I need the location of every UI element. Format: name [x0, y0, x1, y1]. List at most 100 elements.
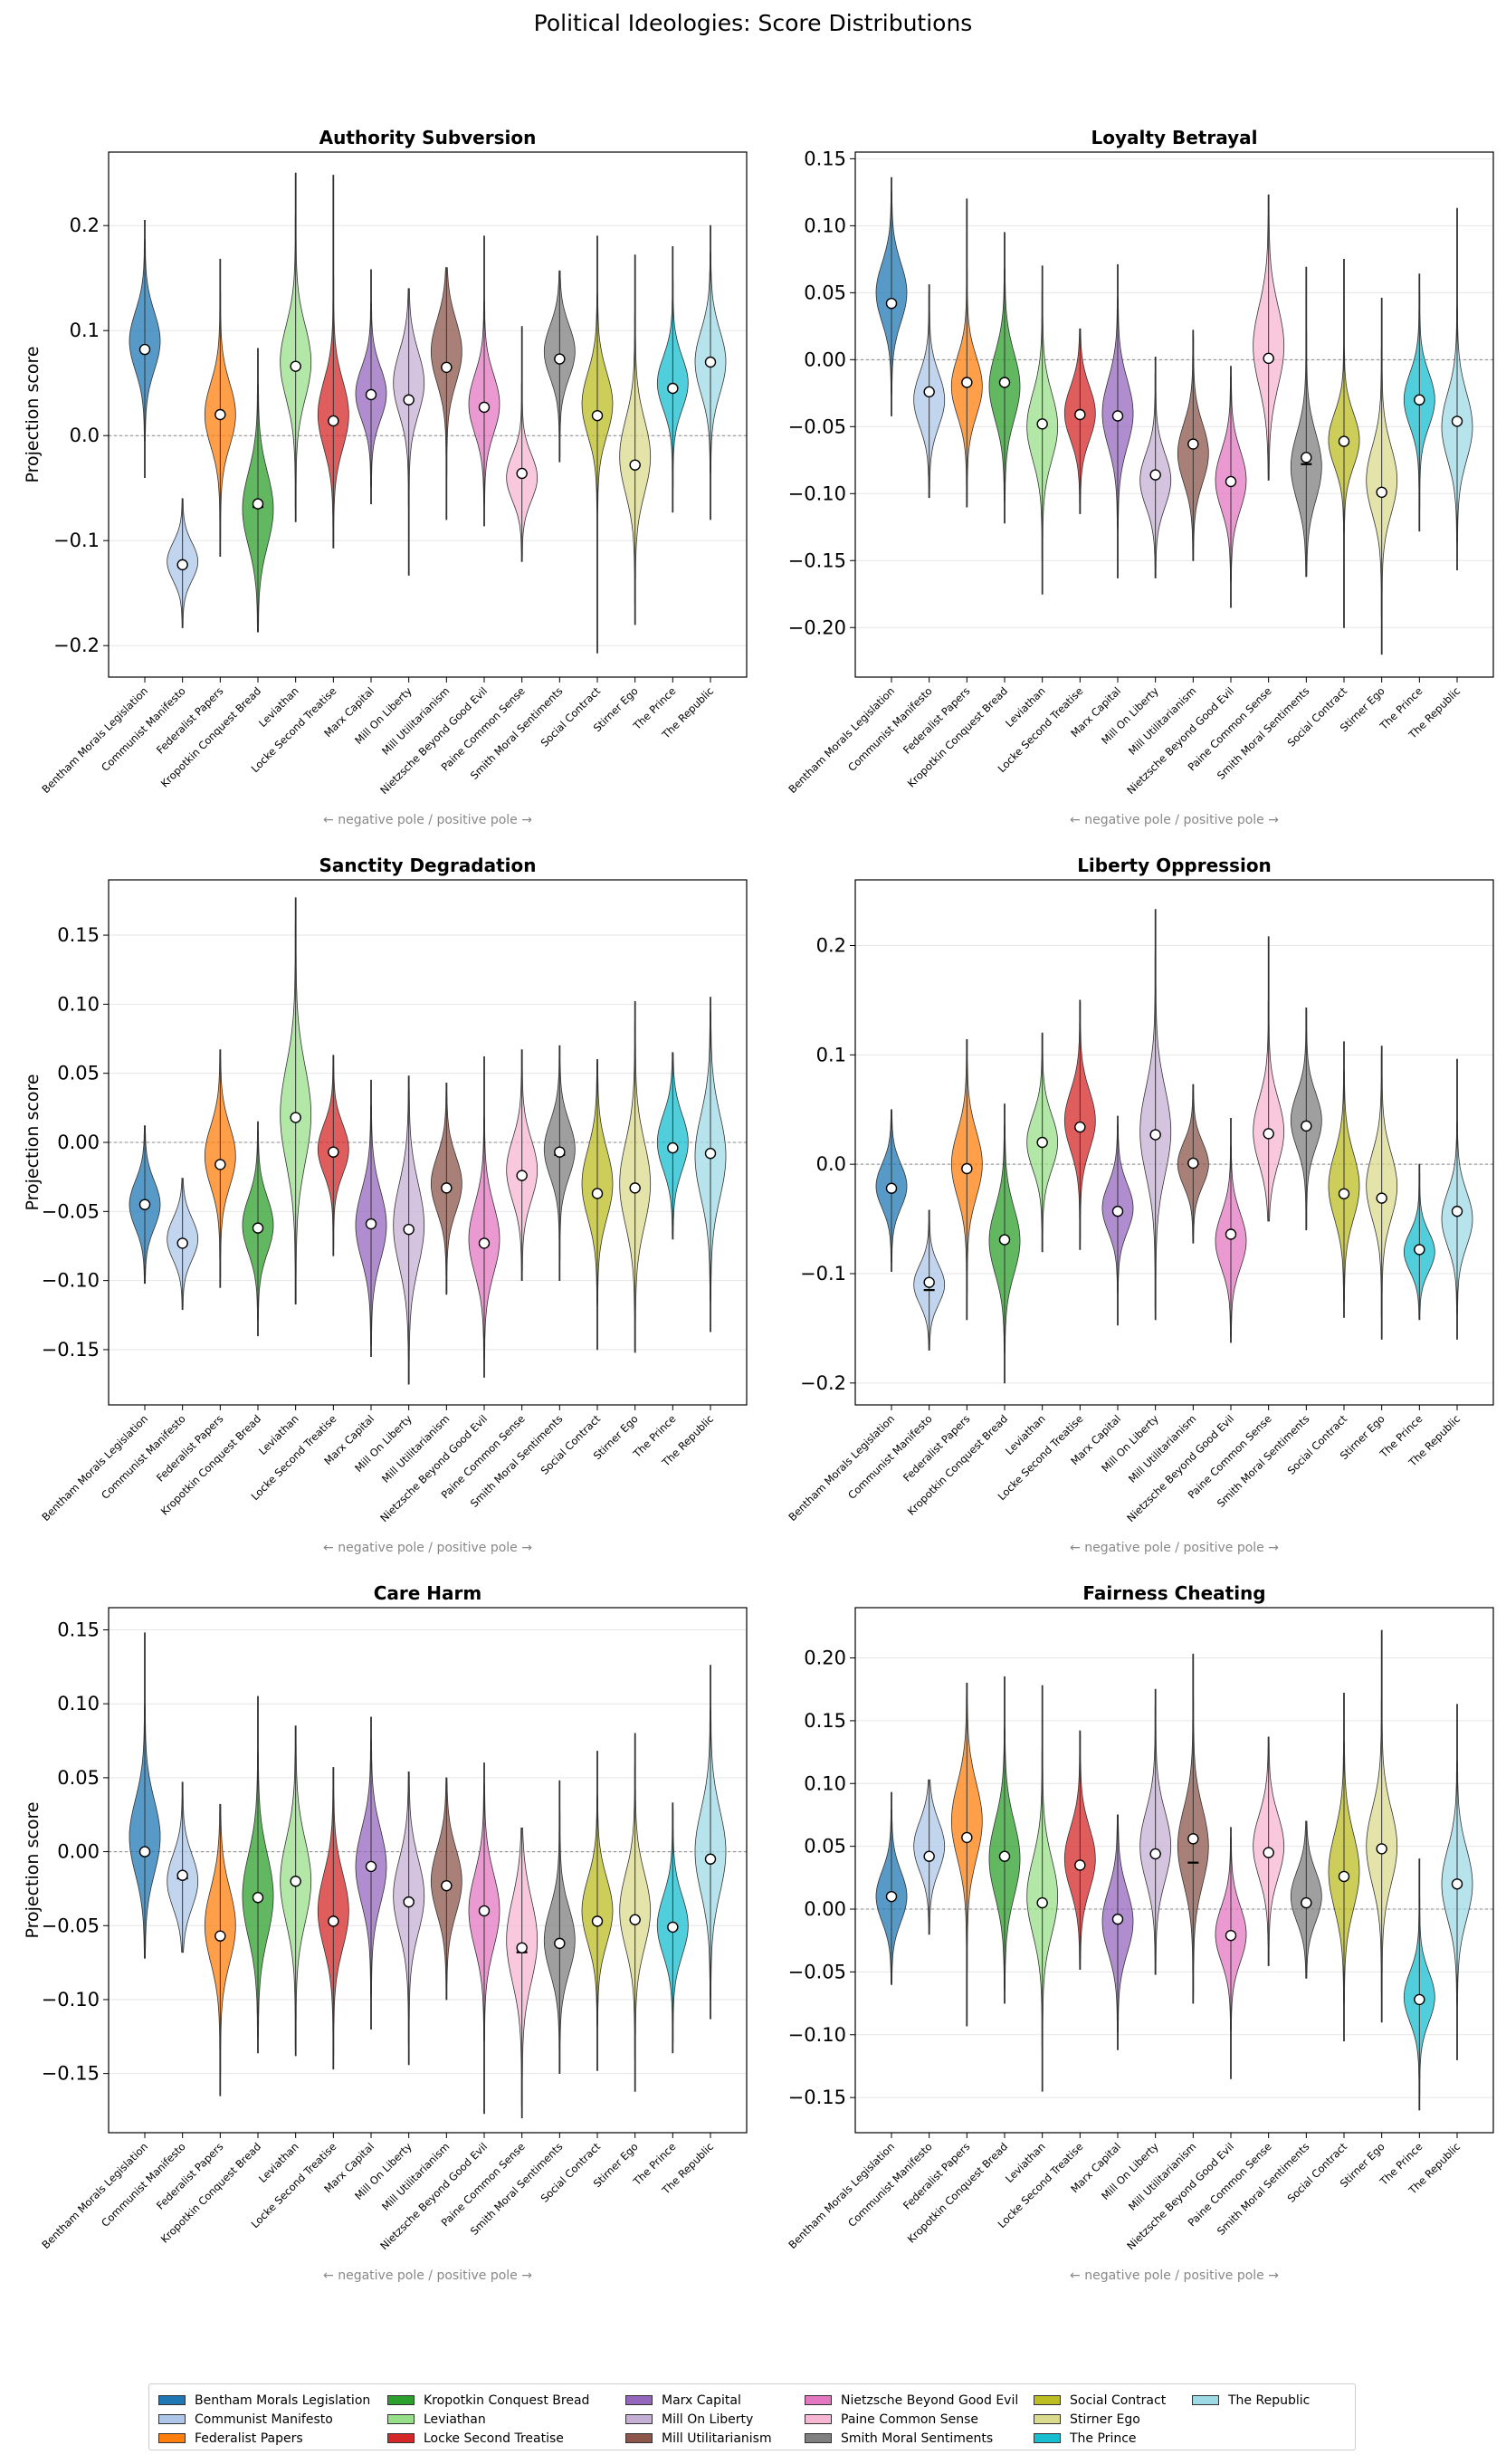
mean-marker [1338, 1870, 1350, 1883]
mean-marker [328, 1146, 339, 1158]
x-tick-label: Mill Utilitarianism [379, 684, 453, 758]
violin-the-prince [1403, 273, 1435, 532]
violin-stirner-ego [619, 1000, 652, 1353]
mean-marker [704, 1853, 717, 1865]
violin-social-contract [1328, 1041, 1360, 1318]
mean-marker [998, 1850, 1011, 1862]
violin-federalist-papers [950, 198, 983, 508]
mean-marker [1451, 1205, 1463, 1218]
mean-marker [1263, 352, 1274, 365]
legend-item-federalist-papers: Federalist Papers [158, 2429, 387, 2448]
legend-swatch [625, 2433, 653, 2443]
x-tick-label: Mill Utilitarianism [1126, 1412, 1199, 1485]
y-axis-label: Projection score [23, 1801, 43, 1938]
violin-mill-on-liberty [393, 1075, 425, 1385]
legend-swatch [625, 2395, 653, 2405]
violin-bentham-morals-legislation [129, 1632, 161, 1959]
mean-marker [252, 498, 264, 510]
y-axis-label: Projection score [23, 1074, 43, 1210]
mean-marker [1225, 1929, 1237, 1942]
mean-marker [554, 1146, 566, 1158]
violin-the-republic [1441, 207, 1473, 570]
violin-social-contract [1328, 1693, 1360, 2042]
violin-nietzsche-beyond-good-evil [1215, 366, 1247, 608]
violin-nietzsche-beyond-good-evil [1215, 1827, 1247, 2079]
violin-marx-capital [1101, 1115, 1134, 1326]
violin-social-contract [581, 1751, 614, 2071]
y-tick-label: −0.10 [42, 1270, 100, 1292]
violin-leviathan [1026, 265, 1059, 595]
violin-the-republic [694, 997, 727, 1332]
axes-frame [108, 151, 748, 678]
violin-smith-moral-sentiments [1290, 1820, 1322, 1979]
y-tick-label: 0.05 [57, 1767, 100, 1789]
y-tick-label: −0.05 [788, 1961, 846, 1982]
violin-the-prince [656, 1802, 689, 2054]
legend-swatch [158, 2414, 186, 2424]
pole-note: ← negative pole / positive pole → [323, 1541, 532, 1555]
mean-marker [1414, 1244, 1425, 1256]
mean-marker [629, 459, 641, 471]
panel-title: Care Harm [374, 1582, 482, 1604]
mean-marker [885, 1182, 898, 1194]
legend-label: The Prince [1070, 2431, 1137, 2446]
mean-marker [290, 1112, 301, 1123]
panel-title: Liberty Oppression [1077, 855, 1272, 876]
legend-item-kropotkin-conquest-bread: Kropotkin Conquest Bread [387, 2391, 625, 2410]
axes-frame [854, 879, 1494, 1406]
legend-item-the-prince: The Prince [1034, 2429, 1192, 2448]
violin-the-republic [694, 224, 727, 520]
pole-note: ← negative pole / positive pole → [1070, 2268, 1279, 2283]
legend-swatch [1034, 2395, 1061, 2405]
mean-marker [1187, 1157, 1199, 1170]
x-tick-label: Federalist Papers [154, 684, 225, 756]
y-tick-label: 0.15 [804, 148, 846, 169]
mean-marker [1451, 415, 1463, 427]
violin-social-contract [1328, 259, 1360, 628]
violin-bentham-morals-legislation [875, 1109, 908, 1272]
mean-marker [1376, 1192, 1387, 1204]
legend-swatch [805, 2433, 832, 2443]
y-tick-label: 0.10 [57, 993, 100, 1015]
violin-the-prince [656, 1052, 689, 1240]
mean-marker [214, 1159, 226, 1170]
legend-label: Federalist Papers [195, 2431, 303, 2446]
y-tick-label: −0.1 [53, 530, 100, 551]
y-tick-label: −0.1 [800, 1263, 846, 1285]
legend-swatch [805, 2414, 832, 2424]
violin-paine-common-sense [506, 1828, 539, 2119]
violin-nietzsche-beyond-good-evil [468, 1056, 500, 1378]
mean-marker [1376, 486, 1387, 499]
legend-label: Mill Utilitarianism [662, 2431, 772, 2446]
pole-note: ← negative pole / positive pole → [323, 2268, 532, 2283]
violin-marx-capital [355, 1716, 387, 2029]
legend-swatch [387, 2433, 415, 2443]
violin-mill-on-liberty [1139, 1688, 1172, 1975]
violin-federalist-papers [204, 1803, 236, 2096]
violin-mill-utilitarianism [1177, 1653, 1209, 2004]
x-tick-label: Federalist Papers [901, 1412, 972, 1484]
mean-marker [554, 353, 566, 365]
mean-marker [516, 1942, 528, 1953]
axes-frame [854, 151, 1494, 678]
panel-loyalty-betrayal: −0.20−0.15−0.10−0.050.000.050.100.15Bent… [786, 127, 1494, 827]
mean-marker [441, 1879, 453, 1892]
mean-marker [1036, 1896, 1048, 1909]
violin-bentham-morals-legislation [129, 220, 161, 478]
violin-nietzsche-beyond-good-evil [1215, 1118, 1247, 1343]
mean-marker [1263, 1847, 1274, 1858]
violin-leviathan [280, 897, 312, 1304]
legend-item-nietzsche-beyond-good-evil: Nietzsche Beyond Good Evil [805, 2391, 1034, 2410]
mean-marker [629, 1914, 641, 1925]
legend-swatch [805, 2395, 832, 2405]
mean-marker [1036, 418, 1048, 430]
legend-swatch [158, 2395, 186, 2405]
y-tick-label: −0.20 [788, 616, 846, 638]
mean-marker [591, 1188, 604, 1199]
violin-federalist-papers [950, 1682, 983, 2027]
violin-nietzsche-beyond-good-evil [468, 1762, 500, 2115]
mean-marker [176, 559, 188, 571]
mean-marker [328, 415, 339, 427]
violin-bentham-morals-legislation [129, 1125, 161, 1285]
